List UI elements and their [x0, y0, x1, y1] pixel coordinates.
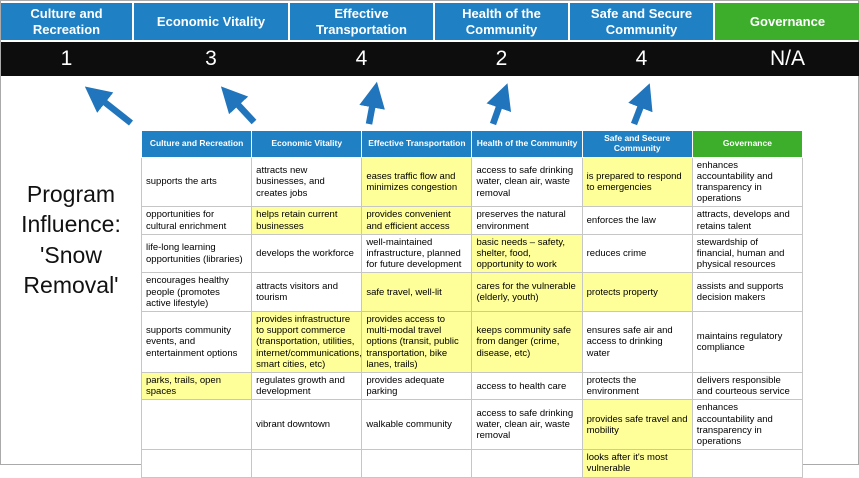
score-governance: N/A — [769, 47, 805, 70]
category-header-row: Culture and Recreation Economic Vitality… — [1, 3, 859, 40]
matrix-row: supports the arts attracts new businesses… — [140, 156, 804, 208]
matrix-cell — [140, 399, 253, 451]
matrix-header-1: Economic Vitality — [251, 130, 363, 158]
up-arrow-icon — [486, 83, 512, 126]
category-effective-transportation: Effective Transportation — [290, 3, 433, 40]
matrix-cell: encourages healthy people (promotes acti… — [140, 272, 253, 312]
score-culture-recreation: 1 — [60, 47, 73, 70]
matrix-cell: life-long learning opportunities (librar… — [140, 233, 253, 274]
matrix-cell: parks, trails, open spaces — [140, 371, 253, 401]
category-safe-secure-community: Safe and Secure Community — [570, 3, 713, 40]
matrix-cell: develops the workforce — [251, 233, 363, 274]
matrix-cell: provides safe travel and mobility — [581, 399, 693, 451]
matrix-cell: provides adequate parking — [361, 371, 473, 401]
matrix-cell — [471, 449, 583, 478]
matrix-cell: keeps community safe from danger (crime,… — [471, 310, 583, 373]
program-influence-label: Program Influence: 'Snow Removal' — [21, 181, 121, 299]
matrix-cell: enhances accountability and transparency… — [691, 156, 804, 208]
matrix-cell: vibrant downtown — [251, 399, 363, 451]
matrix-cell: stewardship of financial, human and phys… — [691, 233, 804, 274]
matrix-row: opportunities for cultural enrichment hel… — [140, 206, 804, 235]
matrix-cell: assists and supports decision makers — [691, 272, 804, 312]
matrix-cell: provides access to multi-modal travel op… — [361, 310, 473, 373]
up-arrow-icon — [220, 86, 257, 125]
matrix-cell: helps retain current businesses — [251, 206, 363, 235]
matrix-cell: attracts new businesses, and creates job… — [251, 156, 363, 208]
matrix-header-0: Culture and Recreation — [140, 130, 253, 158]
matrix-cell: preserves the natural environment — [471, 206, 583, 235]
matrix-cell: protects the environment — [581, 371, 693, 401]
category-culture-recreation: Culture and Recreation — [1, 3, 132, 40]
matrix-cell — [140, 449, 253, 478]
matrix-cell: walkable community — [361, 399, 473, 451]
category-governance: Governance — [715, 3, 859, 40]
matrix-cell: access to safe drinking water, clean air… — [471, 156, 583, 208]
matrix-cell — [691, 449, 804, 478]
score-economic-vitality: 3 — [205, 47, 217, 70]
matrix-row: encourages healthy people (promotes acti… — [140, 272, 804, 312]
matrix-cell: access to safe drinking water, clean air… — [471, 399, 583, 451]
matrix-cell: cares for the vulnerable (elderly, youth… — [471, 272, 583, 312]
matrix-row: vibrant downtown walkable community access… — [140, 399, 804, 451]
matrix-header-3: Health of the Community — [471, 130, 583, 158]
score-safe-secure-community: 4 — [635, 47, 648, 70]
matrix-cell: delivers responsible and courteous servi… — [691, 371, 804, 401]
score-effective-transportation: 4 — [355, 47, 368, 70]
matrix-row: looks after it's most vulnerable — [140, 449, 804, 478]
matrix-cell: provides convenient and efficient access — [361, 206, 473, 235]
category-economic-vitality: Economic Vitality — [134, 3, 288, 40]
matrix-cell: well-maintained infrastructure, planned … — [361, 233, 473, 274]
matrix-cell: is prepared to respond to emergencies — [581, 156, 693, 208]
scoreboard: Culture and Recreation Economic Vitality… — [1, 3, 859, 76]
influence-matrix: Culture and Recreation Economic Vitality E… — [140, 130, 804, 478]
matrix-header-2: Effective Transportation — [361, 130, 473, 158]
matrix-cell: access to health care — [471, 371, 583, 401]
matrix-cell: supports community events, and entertain… — [140, 310, 253, 373]
matrix-cell: ensures safe air and access to drinking … — [581, 310, 693, 373]
matrix-cell: maintains regulatory compliance — [691, 310, 804, 373]
matrix-cell: provides infrastructure to support comme… — [251, 310, 363, 373]
matrix-cell: protects property — [581, 272, 693, 312]
matrix-cell: eases traffic flow and minimizes congest… — [361, 156, 473, 208]
matrix-cell: supports the arts — [140, 156, 253, 208]
matrix-cell: looks after it's most vulnerable — [581, 449, 693, 478]
matrix-cell: enforces the law — [581, 206, 693, 235]
matrix-cell: attracts visitors and tourism — [251, 272, 363, 312]
matrix-cell: basic needs – safety, shelter, food, opp… — [471, 233, 583, 274]
matrix-header-5: Governance — [691, 130, 804, 158]
score-row: 1 3 4 2 4 N/A — [1, 42, 859, 76]
matrix-cell — [361, 449, 473, 478]
matrix-cell: regulates growth and development — [251, 371, 363, 401]
matrix-header-row: Culture and Recreation Economic Vitality E… — [140, 130, 804, 158]
matrix-cell — [251, 449, 363, 478]
matrix-cell: attracts, develops and retains talent — [691, 206, 804, 235]
matrix-cell: safe travel, well-lit — [361, 272, 473, 312]
up-arrow-icon — [359, 81, 385, 125]
matrix-cell: reduces crime — [581, 233, 693, 274]
category-health-community: Health of the Community — [435, 3, 568, 40]
matrix-row: supports community events, and entertain… — [140, 310, 804, 373]
matrix-row: parks, trails, open spaces regulates grow… — [140, 371, 804, 401]
matrix-cell: opportunities for cultural enrichment — [140, 206, 253, 235]
matrix-cell: enhances accountability and transparency… — [691, 399, 804, 451]
matrix-row: life-long learning opportunities (librar… — [140, 233, 804, 274]
score-health-community: 2 — [495, 47, 508, 70]
up-arrow-icon — [84, 86, 134, 126]
up-arrow-icon — [628, 83, 653, 126]
matrix-header-4: Safe and Secure Community — [581, 130, 693, 158]
